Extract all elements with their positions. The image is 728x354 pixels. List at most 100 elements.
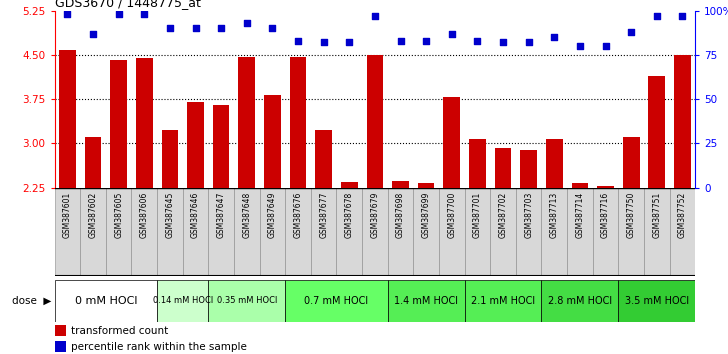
Text: GDS3670 / 1448775_at: GDS3670 / 1448775_at [55, 0, 200, 10]
Bar [618, 188, 644, 276]
Text: dose  ▶: dose ▶ [12, 296, 51, 306]
Text: GSM387698: GSM387698 [396, 192, 405, 238]
Point [523, 40, 534, 45]
Point [548, 34, 560, 40]
Bar [443, 97, 460, 188]
Bar [162, 130, 178, 188]
Point [446, 31, 458, 36]
Bar [362, 188, 388, 276]
Bar [157, 280, 208, 322]
Point [266, 25, 278, 31]
Bar [285, 280, 388, 322]
Text: GSM387701: GSM387701 [473, 192, 482, 238]
Point [344, 40, 355, 45]
Bar [285, 188, 311, 276]
Point [472, 38, 483, 44]
Text: GSM387676: GSM387676 [293, 192, 303, 239]
Text: GSM387703: GSM387703 [524, 192, 533, 239]
Bar [414, 188, 439, 276]
Bar [464, 188, 490, 276]
Text: GSM387752: GSM387752 [678, 192, 687, 238]
Text: GSM387678: GSM387678 [345, 192, 354, 238]
Point [318, 40, 330, 45]
Text: GSM387716: GSM387716 [601, 192, 610, 238]
Bar [623, 137, 639, 188]
Point [190, 25, 202, 31]
Bar [469, 139, 486, 188]
Text: GSM387751: GSM387751 [652, 192, 661, 238]
Bar [464, 280, 542, 322]
Bar [674, 55, 691, 188]
Text: GSM387679: GSM387679 [371, 192, 379, 239]
Text: GSM387601: GSM387601 [63, 192, 72, 238]
Bar [80, 188, 106, 276]
Bar [367, 55, 383, 188]
Bar [264, 95, 281, 188]
Bar [208, 188, 234, 276]
Point [676, 13, 688, 19]
Bar [495, 148, 511, 188]
Bar [111, 59, 127, 188]
Bar [670, 188, 695, 276]
Bar [311, 188, 336, 276]
Text: GSM387713: GSM387713 [550, 192, 559, 238]
Point [651, 13, 662, 19]
Point [113, 11, 124, 17]
Bar [439, 188, 464, 276]
Point [87, 31, 99, 36]
Text: GSM387648: GSM387648 [242, 192, 251, 238]
Text: 0.14 mM HOCl: 0.14 mM HOCl [153, 296, 213, 306]
Bar [234, 188, 260, 276]
Text: transformed count: transformed count [71, 326, 168, 336]
Bar [567, 188, 593, 276]
Text: GSM387646: GSM387646 [191, 192, 200, 239]
Point [215, 25, 227, 31]
Bar [315, 130, 332, 188]
Bar [55, 188, 80, 276]
Bar [388, 188, 414, 276]
Bar [597, 186, 614, 188]
Bar [341, 182, 357, 188]
Text: 0 mM HOCl: 0 mM HOCl [74, 296, 137, 306]
Point [395, 38, 406, 44]
Text: 3.5 mM HOCl: 3.5 mM HOCl [625, 296, 689, 306]
Bar [132, 188, 157, 276]
Text: GSM387677: GSM387677 [319, 192, 328, 239]
Point [164, 25, 175, 31]
Text: 2.1 mM HOCl: 2.1 mM HOCl [471, 296, 535, 306]
Bar [644, 188, 670, 276]
Bar [546, 139, 563, 188]
Point [62, 11, 74, 17]
Bar [55, 325, 66, 336]
Bar [213, 105, 229, 188]
Bar [618, 280, 695, 322]
Text: percentile rank within the sample: percentile rank within the sample [71, 342, 247, 352]
Text: GSM387702: GSM387702 [499, 192, 507, 238]
Bar [521, 150, 537, 188]
Point [574, 43, 586, 49]
Point [241, 20, 253, 26]
Text: GSM387602: GSM387602 [89, 192, 98, 238]
Bar [392, 181, 409, 188]
Bar [157, 188, 183, 276]
Bar [542, 280, 618, 322]
Bar [260, 188, 285, 276]
Bar [593, 188, 618, 276]
Bar [490, 188, 516, 276]
Text: GSM387606: GSM387606 [140, 192, 149, 239]
Bar [418, 183, 435, 188]
Bar [290, 57, 306, 188]
Bar [336, 188, 362, 276]
Text: GSM387699: GSM387699 [422, 192, 431, 239]
Text: GSM387645: GSM387645 [165, 192, 175, 239]
Text: GSM387647: GSM387647 [217, 192, 226, 239]
Point [420, 38, 432, 44]
Bar [187, 102, 204, 188]
Point [600, 43, 612, 49]
Text: 1.4 mM HOCl: 1.4 mM HOCl [394, 296, 458, 306]
Bar [55, 341, 66, 353]
Bar [208, 280, 285, 322]
Bar [571, 183, 588, 188]
Bar [649, 75, 665, 188]
Text: 0.35 mM HOCl: 0.35 mM HOCl [217, 296, 277, 306]
